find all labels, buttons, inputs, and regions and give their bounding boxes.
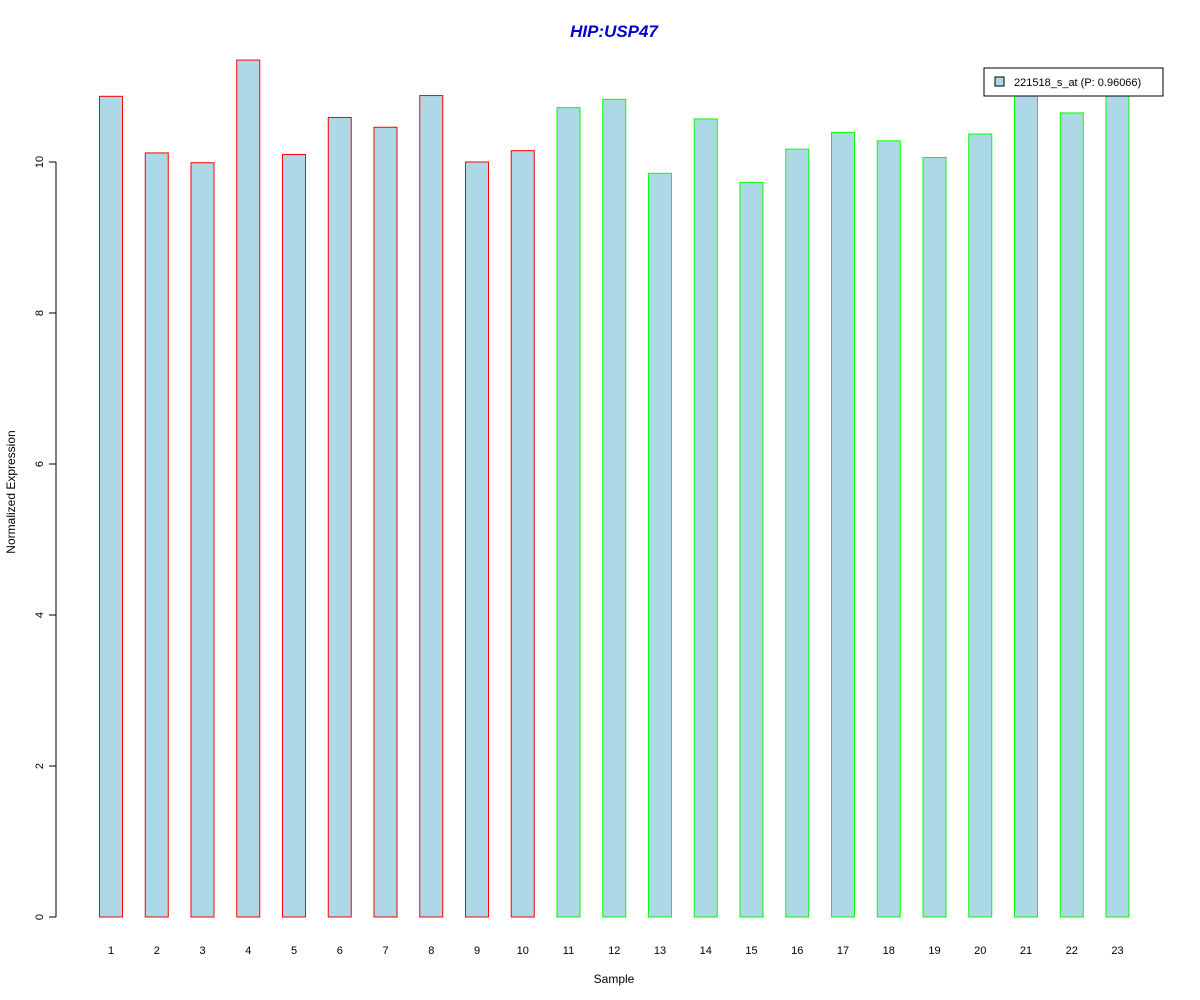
bar-sample-23 [1105, 92, 1130, 918]
legend-swatch [994, 76, 1005, 87]
y-axis-title: Normalized Expression [4, 430, 18, 553]
legend-box [983, 67, 1164, 97]
bar-sample-9 [465, 161, 489, 918]
y-tick-label: 8 [34, 310, 46, 316]
bar-sample-18 [876, 140, 901, 918]
bar-sample-19 [922, 156, 947, 918]
x-tick-label: 8 [428, 945, 434, 957]
x-tick-label: 23 [1111, 945, 1123, 957]
bar-sample-2 [144, 152, 169, 918]
y-tick-label: 2 [34, 763, 46, 769]
bar-sample-8 [419, 95, 444, 918]
bar-sample-12 [602, 98, 627, 918]
bar-sample-20 [968, 133, 993, 918]
x-tick-label: 7 [382, 945, 388, 957]
bar-sample-10 [510, 150, 535, 918]
bar-sample-22 [1059, 112, 1084, 918]
bar-sample-1 [99, 95, 123, 918]
bars-group [99, 59, 1130, 918]
x-tick-label: 9 [474, 945, 480, 957]
y-tick-label: 10 [34, 156, 46, 168]
bar-sample-17 [831, 132, 855, 918]
x-tick-label: 2 [154, 945, 160, 957]
x-tick-label: 12 [608, 945, 620, 957]
legend-label: 221518_s_at (P: 0.96066) [1014, 77, 1141, 89]
x-tick-label: 18 [883, 945, 895, 957]
bar-sample-11 [556, 107, 581, 918]
x-tick-label: 13 [654, 945, 666, 957]
x-tick-label: 6 [337, 945, 343, 957]
bar-sample-21 [1014, 92, 1038, 918]
y-tick-label: 4 [34, 612, 46, 618]
x-tick-label: 16 [791, 945, 803, 957]
x-tick-label: 15 [745, 945, 757, 957]
bar-sample-5 [282, 153, 306, 918]
x-tick-label: 3 [199, 945, 205, 957]
x-tick-label: 22 [1066, 945, 1078, 957]
x-tick-label: 21 [1020, 945, 1032, 957]
x-tick-label: 4 [245, 945, 251, 957]
bar-sample-6 [327, 116, 352, 918]
x-tick-label: 10 [517, 945, 529, 957]
bar-sample-14 [693, 118, 718, 918]
x-tick-labels: 1 2 3 4 5 6 7 8 9 10 11 12 13 14 15 16 17 18 19 20 21 22 23 [108, 945, 1124, 957]
bar-sample-16 [785, 148, 810, 918]
y-tick-label: 0 [34, 914, 46, 920]
y-axis: 0 2 4 6 8 10 [34, 156, 57, 920]
x-tick-label: 5 [291, 945, 297, 957]
x-tick-label: 17 [837, 945, 849, 957]
legend: 221518_s_at (P: 0.96066) [983, 67, 1164, 97]
x-tick-label: 11 [563, 945, 574, 957]
bar-sample-13 [648, 172, 672, 918]
bar-sample-4 [236, 59, 261, 918]
x-tick-label: 1 [108, 945, 114, 957]
x-axis-title: Sample [594, 972, 635, 986]
bar-sample-3 [190, 162, 215, 918]
y-tick-label: 6 [34, 461, 46, 467]
bar-sample-7 [373, 126, 398, 918]
x-tick-label: 14 [700, 945, 712, 957]
bar-sample-15 [739, 181, 764, 918]
x-tick-label: 19 [928, 945, 940, 957]
x-tick-label: 20 [974, 945, 986, 957]
chart-title: HIP:USP47 [570, 22, 659, 41]
